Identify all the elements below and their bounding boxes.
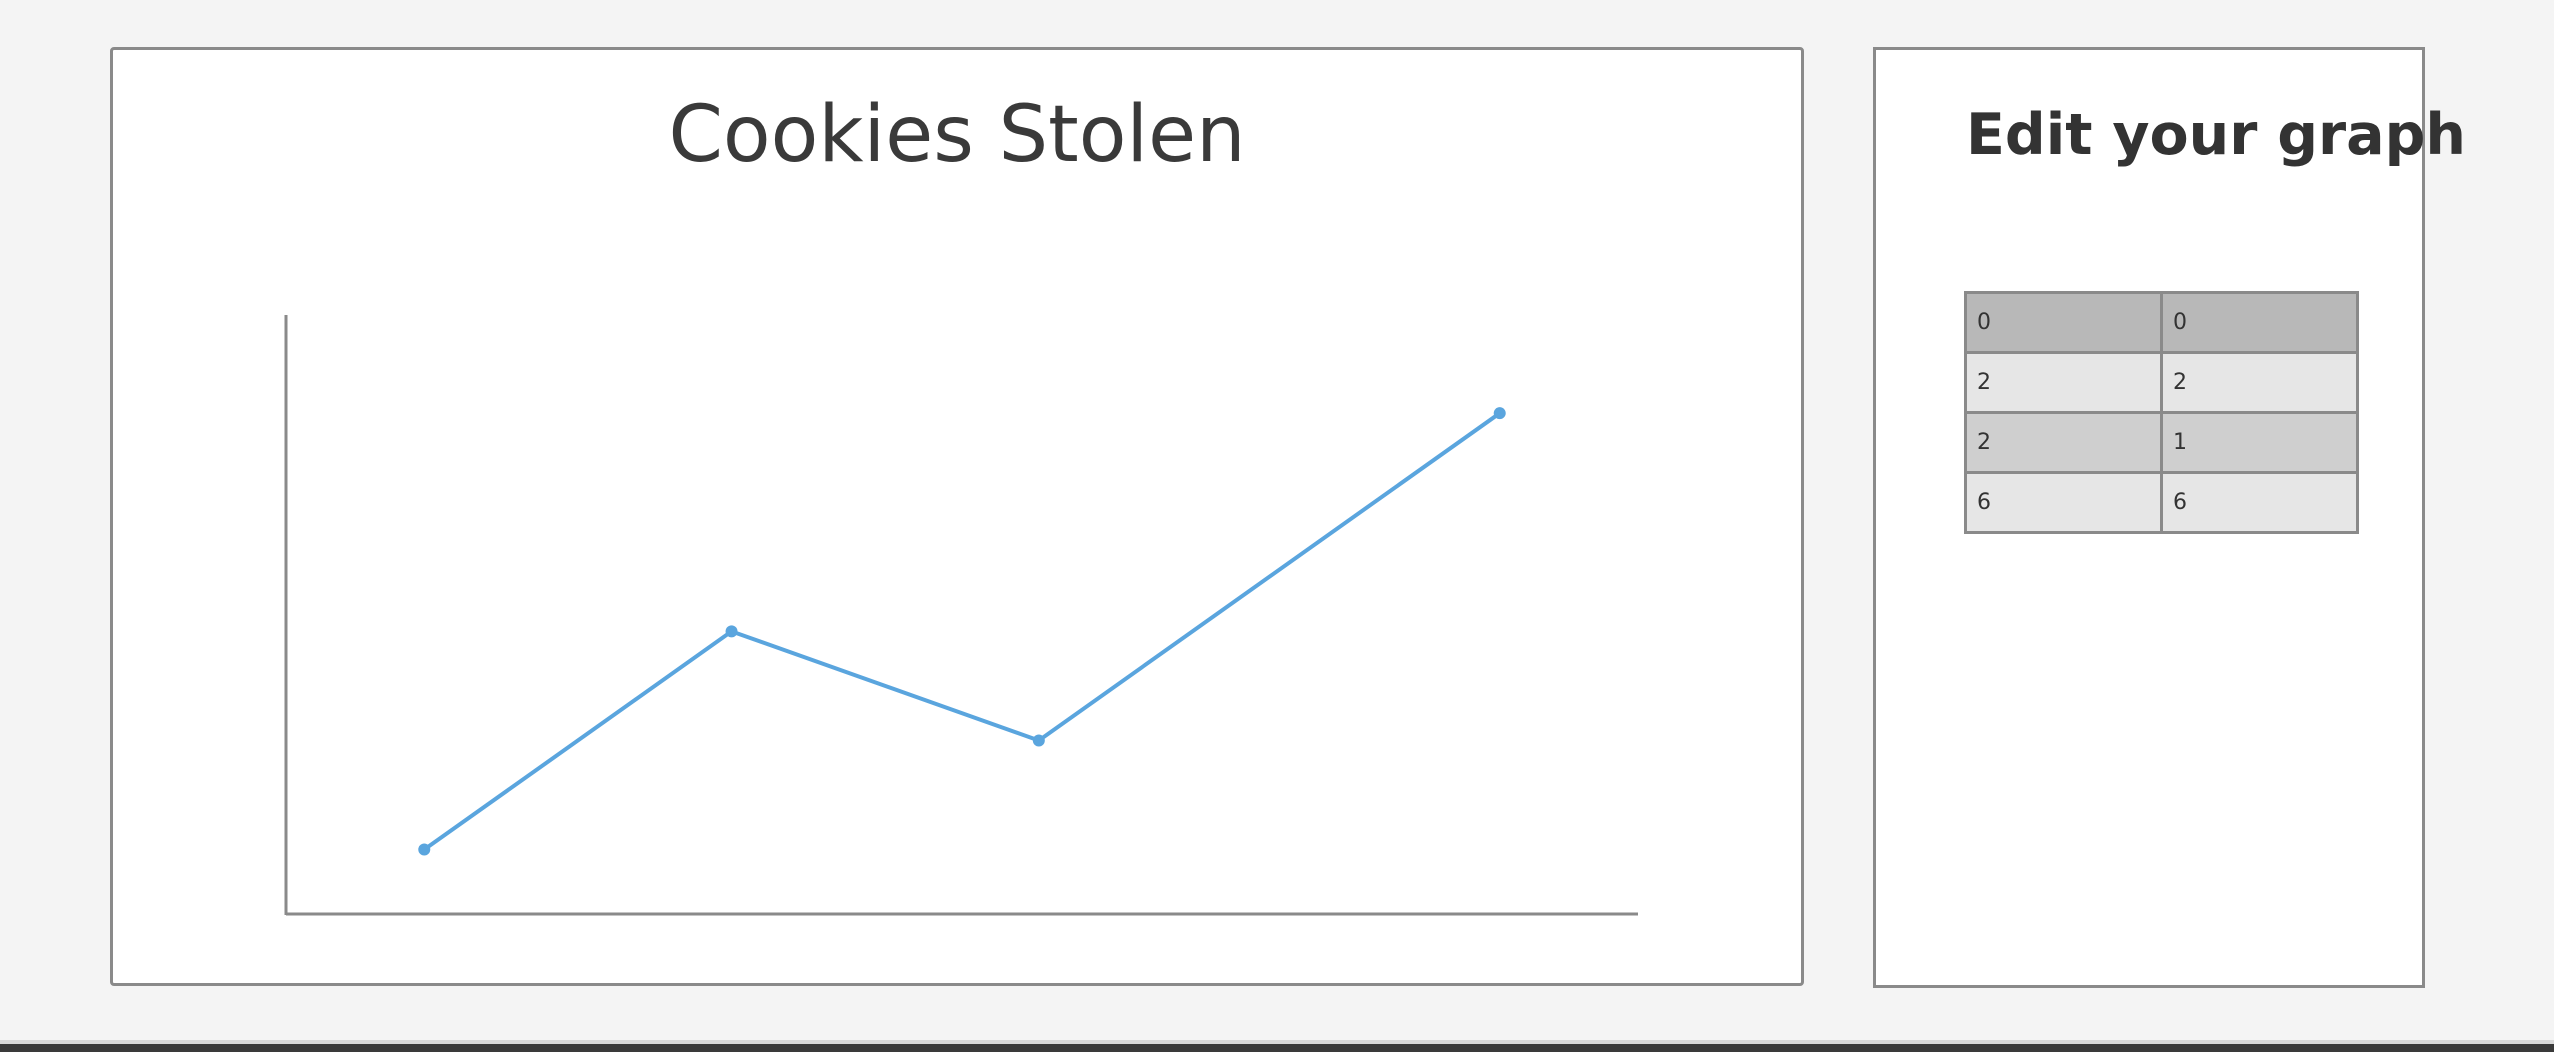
data-point[interactable] [1033,734,1045,746]
series-line [424,413,1499,849]
edit-panel: Edit your graph 0 0 2 2 2 1 6 6 [1873,47,2425,988]
table-cell-y[interactable]: 0 [2162,293,2358,353]
table-cell-y[interactable]: 1 [2162,413,2358,473]
table-row: 0 0 [1966,293,2358,353]
table-row: 2 2 [1966,353,2358,413]
table-cell-y[interactable]: 2 [2162,353,2358,413]
edit-panel-title: Edit your graph [1966,102,2466,168]
data-point[interactable] [726,625,738,637]
data-point[interactable] [418,844,430,856]
chart-panel: Cookies Stolen [110,47,1804,986]
data-table: 0 0 2 2 2 1 6 6 [1964,291,2359,534]
table-row: 6 6 [1966,473,2358,533]
table-cell-x[interactable]: 6 [1966,473,2162,533]
table-cell-x[interactable]: 0 [1966,293,2162,353]
table-row: 2 1 [1966,413,2358,473]
table-cell-x[interactable]: 2 [1966,353,2162,413]
bottom-bar [0,1044,2554,1052]
table-cell-y[interactable]: 6 [2162,473,2358,533]
table-cell-x[interactable]: 2 [1966,413,2162,473]
line-chart [113,50,1801,983]
data-point[interactable] [1494,407,1506,419]
